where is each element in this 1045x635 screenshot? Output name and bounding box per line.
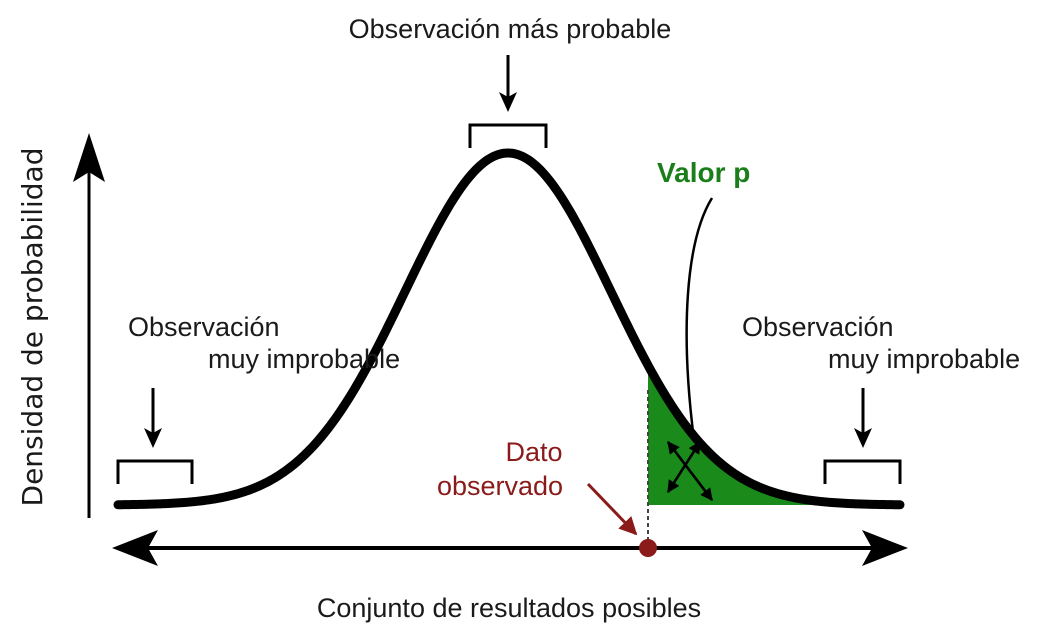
left-unlikely-marker <box>116 388 194 484</box>
observed-data-label-line2: observado <box>437 471 563 501</box>
most-probable-label: Observación más probable <box>349 14 672 44</box>
y-axis-title: Densidad de probabilidad <box>16 148 49 507</box>
right-unlikely-label-line1: Observación <box>742 312 894 342</box>
p-value-area-arrows <box>666 440 713 501</box>
p-value-area <box>648 365 900 505</box>
left-unlikely-label-line1: Observación <box>128 312 280 342</box>
right-unlikely-label-line2: muy improbable <box>828 344 1020 374</box>
right-unlikely-marker <box>823 388 902 484</box>
x-axis-right-arrowhead <box>862 530 908 566</box>
y-axis-arrowhead <box>73 133 105 182</box>
y-axis <box>73 133 105 518</box>
most-probable-marker <box>468 55 548 148</box>
x-axis-title: Conjunto de resultados posibles <box>317 593 701 623</box>
left-unlikely-label-line2: muy improbable <box>208 344 400 374</box>
x-axis <box>112 530 908 566</box>
p-value-pointer-line <box>685 197 714 441</box>
x-axis-left-arrowhead <box>112 530 158 566</box>
probability-density-curve <box>113 148 905 510</box>
p-value-label: Valor p <box>657 157 750 188</box>
observed-data-label-line1: Dato <box>505 437 562 467</box>
observed-pointer-arrow <box>586 482 638 536</box>
observed-data-point <box>639 539 657 557</box>
